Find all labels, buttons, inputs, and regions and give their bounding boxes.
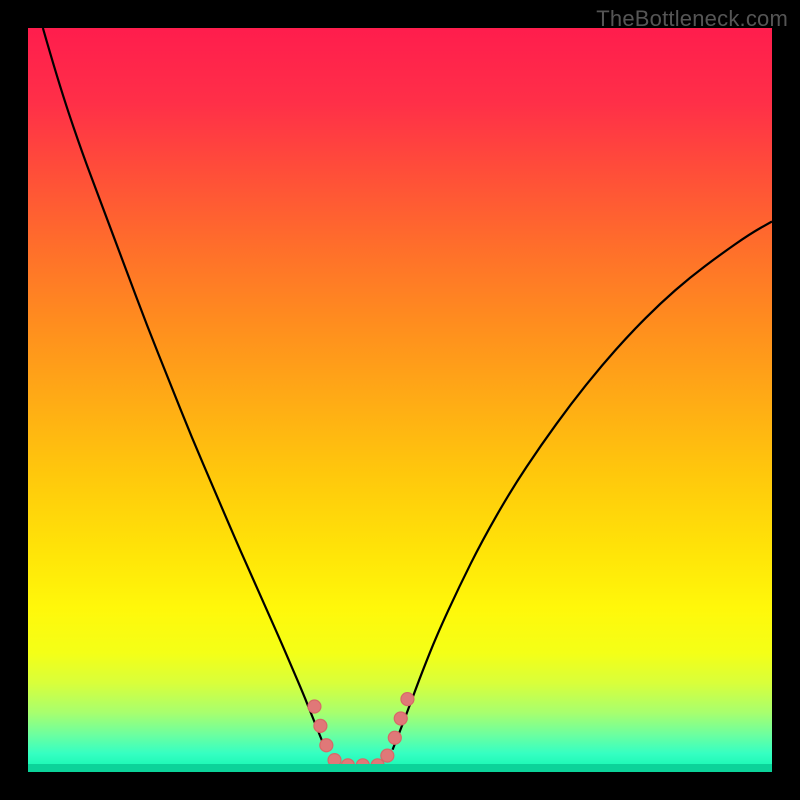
valley-dot — [394, 712, 407, 725]
watermark-text: TheBottleneck.com — [596, 6, 788, 32]
right-curve — [393, 221, 772, 749]
curve-layer — [28, 28, 772, 772]
left-curve — [43, 28, 326, 750]
valley-dot — [401, 693, 414, 706]
valley-dot — [314, 719, 327, 732]
valley-dot — [308, 700, 321, 713]
valley-dot — [381, 749, 394, 762]
chart-container: TheBottleneck.com — [0, 0, 800, 800]
valley-dots — [308, 693, 414, 772]
bottom-strip — [28, 764, 772, 772]
plot-area — [28, 28, 772, 772]
valley-dot — [388, 731, 401, 744]
valley-dot — [320, 739, 333, 752]
